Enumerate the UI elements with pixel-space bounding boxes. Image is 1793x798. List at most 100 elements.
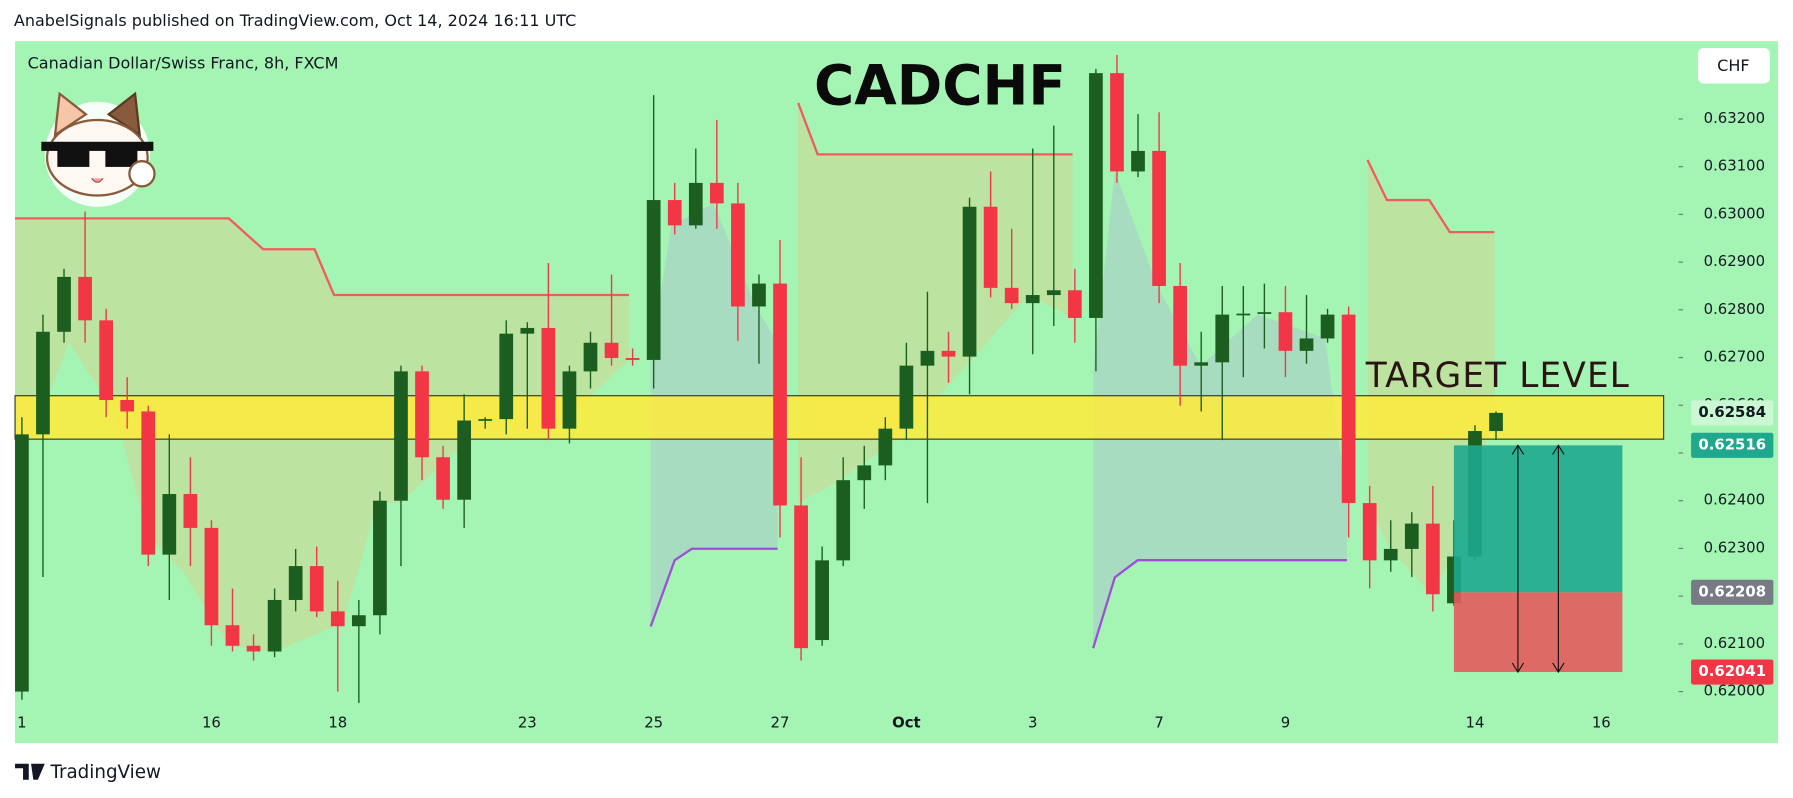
x-tick-label: 14 bbox=[1466, 714, 1485, 732]
candle-body bbox=[246, 645, 261, 652]
candle-body bbox=[541, 327, 556, 429]
candle-body bbox=[183, 494, 198, 528]
channel-line bbox=[1366, 159, 1495, 234]
x-tick-label: 23 bbox=[518, 714, 537, 732]
candle-body bbox=[625, 358, 640, 360]
candle-body bbox=[120, 400, 135, 412]
candle-body bbox=[267, 599, 282, 652]
candle-body bbox=[983, 206, 998, 288]
currency-button[interactable] bbox=[1697, 48, 1770, 84]
axis: 0.620000.621000.622000.623000.624000.625… bbox=[17, 109, 1774, 732]
candle-body bbox=[1067, 290, 1082, 318]
candle-body bbox=[1025, 295, 1040, 304]
y-tick-label: 0.62800 bbox=[1704, 300, 1765, 318]
price-label-box bbox=[1691, 432, 1774, 458]
candle-body bbox=[15, 434, 29, 692]
candle-body bbox=[562, 371, 577, 429]
candle-body bbox=[1404, 523, 1419, 549]
candle-body bbox=[857, 465, 872, 481]
x-tick-label: 1 bbox=[17, 714, 26, 732]
footer: TradingView bbox=[49, 762, 161, 783]
x-tick-label: 16 bbox=[202, 714, 221, 732]
candle-body bbox=[1173, 285, 1188, 366]
position-layer bbox=[1453, 444, 1623, 674]
y-tick-label: 0.63100 bbox=[1704, 157, 1765, 175]
y-tick-label: 0.62900 bbox=[1704, 252, 1765, 270]
x-tick-label: 9 bbox=[1281, 714, 1290, 732]
currency[interactable]: CHF bbox=[1717, 56, 1749, 75]
y-tick-label: 0.63200 bbox=[1704, 109, 1765, 127]
price-label: 0.62041 bbox=[1698, 662, 1766, 680]
candle-body bbox=[436, 457, 450, 500]
candle-body bbox=[1425, 523, 1440, 595]
candle-body bbox=[604, 342, 619, 359]
price-label-box bbox=[1691, 400, 1774, 426]
candle-body bbox=[1004, 287, 1019, 304]
candle-body bbox=[1236, 313, 1251, 316]
measure-arrow bbox=[1552, 444, 1565, 674]
price-label: 0.62516 bbox=[1698, 435, 1766, 453]
candle-body bbox=[415, 371, 429, 458]
y-tick-label: 0.62100 bbox=[1704, 634, 1765, 652]
x-tick-label: 3 bbox=[1028, 714, 1037, 732]
candle-body bbox=[225, 625, 240, 646]
candle-body bbox=[1257, 312, 1272, 314]
candle-body bbox=[1278, 312, 1293, 351]
candle-body bbox=[941, 350, 956, 357]
candle-body bbox=[878, 428, 893, 466]
candle-body bbox=[204, 527, 219, 626]
y-tick-label: 0.62000 bbox=[1704, 682, 1765, 700]
candle-body bbox=[478, 419, 493, 421]
candle-body bbox=[1131, 150, 1145, 172]
candle-body bbox=[773, 283, 787, 506]
candle-body bbox=[836, 480, 851, 561]
candle-body bbox=[457, 420, 471, 500]
candle-body bbox=[1046, 290, 1061, 296]
price-label-box bbox=[1691, 659, 1774, 685]
candle-body bbox=[499, 333, 514, 420]
zone-layer bbox=[14, 395, 1665, 440]
header: AnabelSignals published on TradingView.c… bbox=[14, 11, 576, 30]
footer-logo bbox=[15, 763, 45, 780]
candle-body bbox=[709, 182, 724, 204]
price-label-box bbox=[1691, 579, 1774, 605]
candle-body bbox=[330, 611, 345, 627]
candle-body bbox=[962, 206, 977, 357]
candle-body bbox=[1215, 314, 1230, 363]
candle-body bbox=[351, 615, 366, 627]
candles bbox=[15, 54, 1503, 704]
candle-body bbox=[288, 566, 303, 600]
candle-body bbox=[667, 200, 682, 226]
x-tick-label: 18 bbox=[328, 714, 347, 732]
candle-body bbox=[394, 371, 408, 501]
candle-body bbox=[920, 350, 935, 366]
candle-body bbox=[1299, 338, 1314, 351]
measure-arrow bbox=[1511, 444, 1525, 674]
candle-body bbox=[373, 500, 387, 616]
profit-box bbox=[1453, 445, 1623, 593]
symbol: Canadian Dollar/Swiss Franc, 8h, FXCM bbox=[28, 54, 339, 73]
y-tick-label: 0.63000 bbox=[1704, 204, 1765, 222]
candle-body bbox=[646, 200, 661, 360]
channel-line bbox=[797, 102, 1073, 156]
channel-line bbox=[649, 547, 778, 627]
y-tick-label: 0.62400 bbox=[1704, 491, 1765, 509]
candle-body bbox=[36, 331, 50, 435]
candle-body bbox=[162, 494, 177, 555]
candle-body bbox=[1341, 314, 1356, 504]
x-tick-label: Oct bbox=[892, 714, 921, 732]
x-tick-label: 27 bbox=[771, 714, 790, 732]
candle-body bbox=[688, 182, 703, 226]
channel-line bbox=[1092, 559, 1347, 649]
price-label: 0.62208 bbox=[1698, 582, 1766, 600]
candle-body bbox=[1089, 73, 1103, 318]
candle-body bbox=[899, 365, 914, 429]
candle-body bbox=[309, 566, 324, 612]
y-tick-label: 0.62700 bbox=[1704, 348, 1765, 366]
candle-body bbox=[583, 342, 598, 372]
annotation: TARGET LEVEL bbox=[1365, 356, 1630, 396]
x-tick-label: 25 bbox=[644, 714, 663, 732]
candle-body bbox=[815, 560, 830, 641]
